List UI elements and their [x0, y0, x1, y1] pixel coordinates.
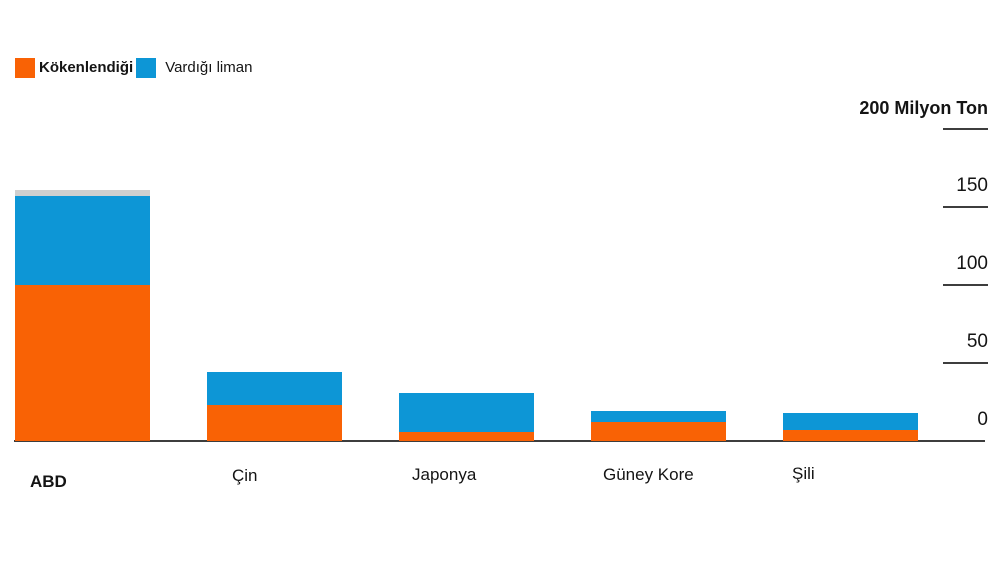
category-label-in: Çin — [232, 466, 258, 485]
bar-segment-japonya-k-kenlendi-i — [399, 431, 534, 441]
legend-label-vardigi-liman: Vardığı liman — [165, 59, 253, 76]
chart-legend: Kökenlendiği Vardığı liman — [15, 57, 252, 78]
y-tick-label-150: 150 — [956, 175, 988, 196]
legend-swatch-kokenlendigi — [15, 57, 35, 78]
bar-segment-abd-unlabeled-gray-cap — [15, 189, 150, 197]
y-tick-line-200 — [943, 128, 988, 130]
y-tick-line-50 — [943, 362, 988, 364]
bar-segment-japonya-vard-liman — [399, 392, 534, 432]
bar-segment-in-k-kenlendi-i — [207, 405, 342, 441]
category-label-ili: Şili — [792, 464, 815, 483]
category-label-abd: ABD — [30, 472, 67, 491]
y-tick-line-150 — [943, 206, 988, 208]
y-tick-label-100: 100 — [956, 253, 988, 274]
y-tick-line-100 — [943, 284, 988, 286]
category-label-japonya: Japonya — [412, 465, 477, 484]
bar-segment-g-ney-kore-vard-liman — [591, 411, 726, 423]
bar-segment-abd-vard-liman — [15, 196, 150, 285]
bar-segment-g-ney-kore-k-kenlendi-i — [591, 422, 726, 441]
bar-segment-ili-k-kenlendi-i — [783, 430, 918, 441]
bar-segment-abd-k-kenlendi-i — [15, 285, 150, 441]
x-axis-line — [14, 440, 985, 442]
bar-segment-ili-vard-liman — [783, 412, 918, 431]
category-label-g-ney-kore: Güney Kore — [603, 465, 694, 484]
y-tick-label-200: 200 Milyon Ton — [859, 98, 988, 118]
legend-label-kokenlendigi: Kökenlendiği — [39, 59, 134, 76]
bar-segment-in-vard-liman — [207, 372, 342, 406]
y-tick-label-0: 0 — [977, 409, 988, 430]
legend-swatch-vardigi-liman — [136, 57, 157, 78]
y-tick-label-50: 50 — [966, 331, 988, 352]
